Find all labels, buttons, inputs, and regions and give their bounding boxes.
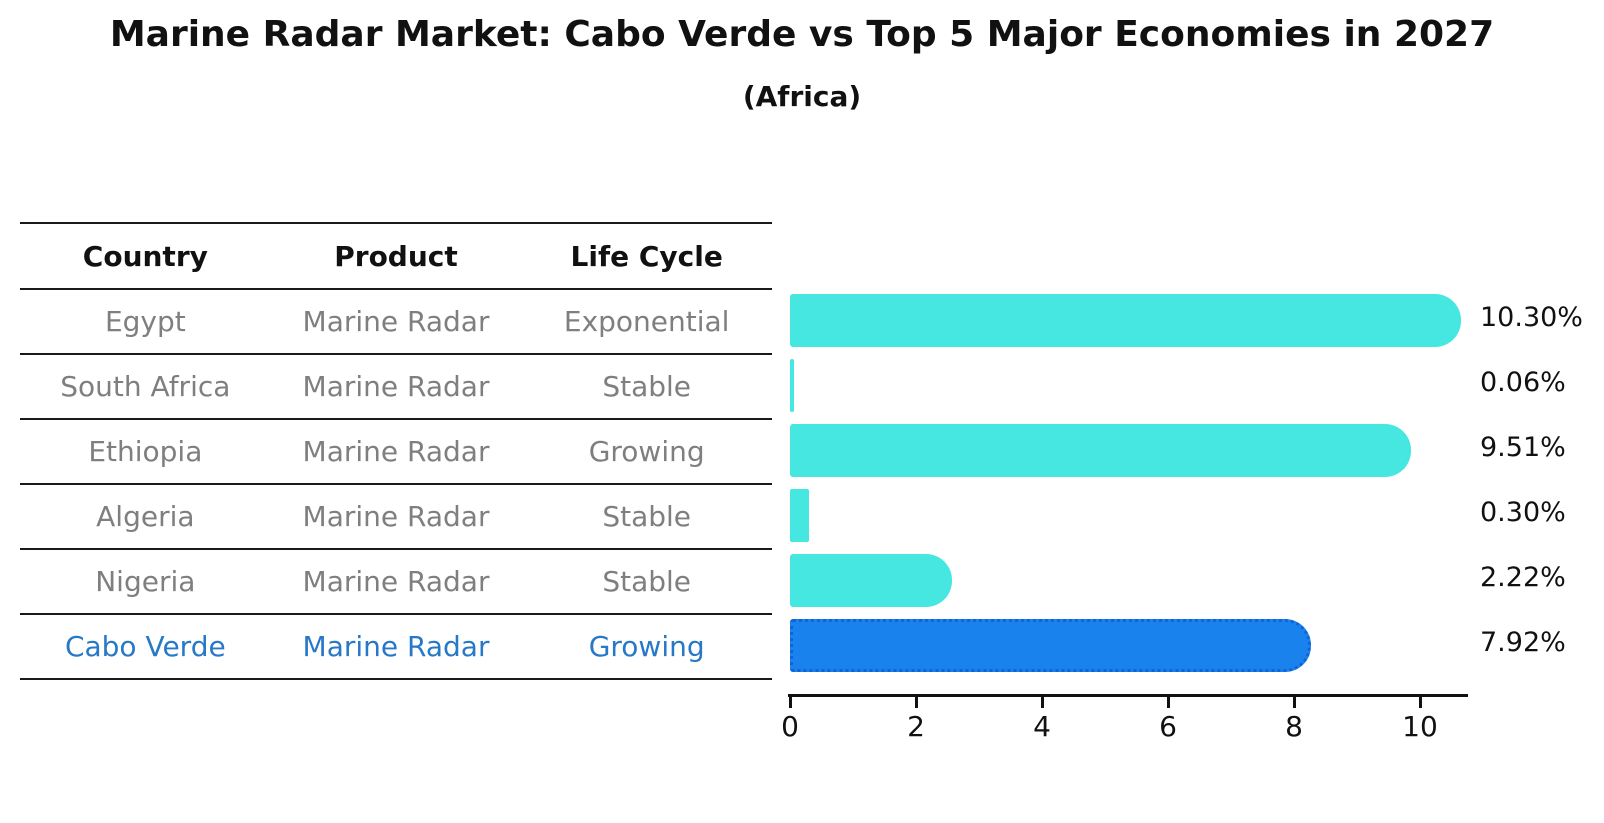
bar-nigeria	[790, 554, 952, 607]
table-cell-life-cycle: Stable	[602, 370, 692, 403]
table-cell-country: Ethiopia	[88, 435, 203, 468]
bar-value-label: 2.22%	[1480, 561, 1566, 593]
table-cell-product: Marine Radar	[302, 435, 490, 468]
table-cell-life-cycle: Stable	[602, 500, 692, 533]
table-cell-product: Marine Radar	[302, 370, 490, 403]
x-axis-tick-label: 8	[1285, 710, 1303, 743]
bar-south-africa	[790, 359, 794, 412]
table-cell-product: Marine Radar	[302, 500, 490, 533]
table-row: Egypt Marine Radar Exponential	[20, 288, 772, 353]
x-axis-tick-mark	[1166, 697, 1170, 708]
x-axis-line	[788, 694, 1468, 697]
table-cell-life-cycle: Exponential	[563, 305, 730, 338]
x-axis-tick-mark	[1040, 697, 1044, 708]
x-axis-tick-label: 10	[1402, 710, 1438, 743]
x-axis-tick-mark	[1418, 697, 1422, 708]
bar-value-label: 9.51%	[1480, 431, 1566, 463]
bar-value-label: 0.30%	[1480, 496, 1566, 528]
table-row: South Africa Marine Radar Stable	[20, 353, 772, 418]
bar-value-label: 0.06%	[1480, 366, 1566, 398]
table-cell-country: South Africa	[60, 370, 231, 403]
table-cell-country: Cabo Verde	[64, 630, 226, 663]
table-header-life-cycle: Life Cycle	[570, 239, 723, 273]
chart-subtitle: (Africa)	[742, 80, 862, 113]
bar-cabo-verde	[790, 619, 1311, 672]
table-cell-product: Marine Radar	[302, 565, 490, 598]
bar-value-label: 7.92%	[1480, 626, 1566, 658]
table-cell-life-cycle: Growing	[588, 435, 705, 468]
x-axis-tick-mark	[1292, 697, 1296, 708]
x-axis-tick-mark	[788, 697, 792, 708]
x-axis-tick-label: 2	[907, 710, 925, 743]
bar-algeria	[790, 489, 809, 542]
table-header-product: Product	[334, 239, 458, 273]
bar-ethiopia	[790, 424, 1412, 477]
table-row: Algeria Marine Radar Stable	[20, 483, 772, 548]
table-cell-life-cycle: Growing	[588, 630, 705, 663]
table-header-country: Country	[82, 239, 208, 273]
table-cell-product: Marine Radar	[302, 630, 490, 663]
x-axis-tick-label: 6	[1159, 710, 1177, 743]
table-cell-country: Nigeria	[95, 565, 196, 598]
x-axis-tick-mark	[914, 697, 918, 708]
table-row-cabo-verde: Cabo Verde Marine Radar Growing	[20, 613, 772, 678]
x-axis-tick-label: 4	[1033, 710, 1051, 743]
table-row: Ethiopia Marine Radar Growing	[20, 418, 772, 483]
table-cell-life-cycle: Stable	[602, 565, 692, 598]
table-header-row: Country Product Life Cycle	[20, 222, 772, 288]
table-cell-country: Egypt	[104, 305, 186, 338]
bar-value-label: 10.30%	[1480, 301, 1583, 333]
bar-egypt	[790, 294, 1461, 347]
table-row: Nigeria Marine Radar Stable	[20, 548, 772, 613]
country-info-table: Country Product Life Cycle Egypt Marine …	[20, 222, 772, 680]
x-axis-tick-label: 0	[781, 710, 799, 743]
table-cell-product: Marine Radar	[302, 305, 490, 338]
table-cell-country: Algeria	[96, 500, 195, 533]
chart-title: Marine Radar Market: Cabo Verde vs Top 5…	[109, 14, 1495, 55]
